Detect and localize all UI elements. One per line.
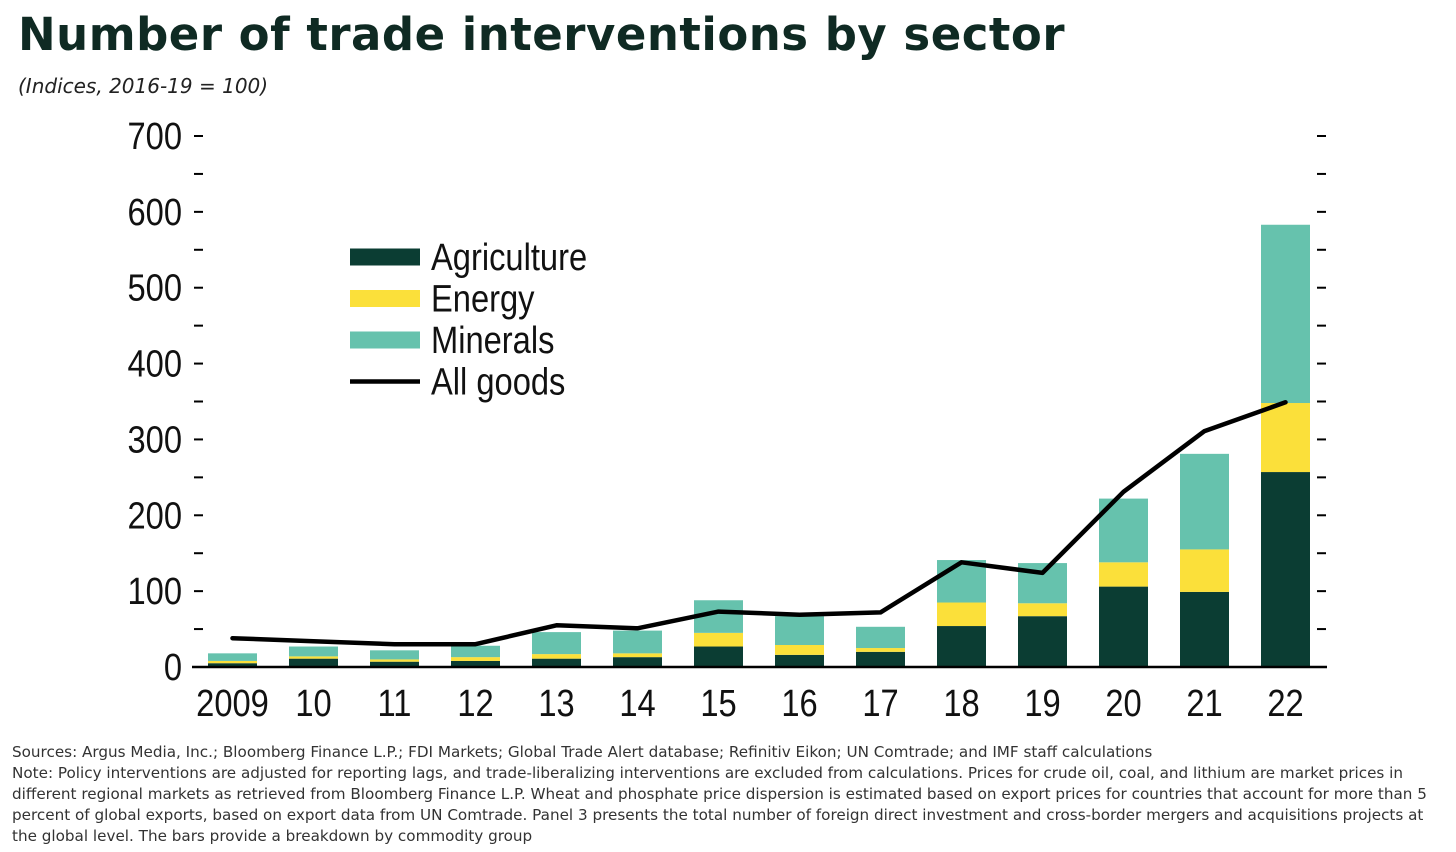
legend-swatch-agriculture <box>350 248 420 266</box>
sources-text: Sources: Argus Media, Inc.; Bloomberg Fi… <box>12 743 1153 761</box>
bar-agriculture <box>208 663 257 667</box>
bar-minerals <box>1261 224 1310 404</box>
y-tick-label: 600 <box>127 191 182 234</box>
legend-label: All goods <box>431 360 565 403</box>
bar-minerals <box>532 632 581 655</box>
bar-energy <box>1261 403 1310 473</box>
bar-energy <box>208 660 257 664</box>
x-tick-label: 22 <box>1267 682 1303 725</box>
bar-agriculture <box>856 651 905 667</box>
bar-energy <box>1180 549 1229 592</box>
x-tick-label: 15 <box>700 682 736 725</box>
legend-label: Agriculture <box>431 236 587 279</box>
x-tick-label: 21 <box>1186 682 1222 725</box>
bar-minerals <box>775 616 824 646</box>
all-goods-line <box>230 400 1288 647</box>
x-tick-label: 16 <box>781 682 817 725</box>
bar-energy <box>370 659 419 662</box>
legend-label: Energy <box>431 277 535 320</box>
bars-group <box>208 224 1310 667</box>
legend-swatch-minerals <box>350 331 420 349</box>
bar-minerals <box>208 653 257 661</box>
bar-minerals <box>370 650 419 660</box>
notes: Sources: Argus Media, Inc.; Bloomberg Fi… <box>12 742 1446 847</box>
x-tick-label: 20 <box>1105 682 1141 725</box>
all-goods-line-group <box>230 400 1288 647</box>
bar-energy <box>289 656 338 659</box>
chart-title: Number of trade interventions by sector <box>18 8 1066 61</box>
x-tick-label: 19 <box>1024 682 1060 725</box>
y-tick-label: 200 <box>127 494 182 537</box>
x-tick-label: 13 <box>538 682 574 725</box>
x-tick-label: 17 <box>862 682 898 725</box>
bar-agriculture <box>1018 616 1067 667</box>
bar-energy <box>1018 603 1067 617</box>
bar-agriculture <box>1261 472 1310 667</box>
x-tick-label: 14 <box>619 682 655 725</box>
y-tick-label: 500 <box>127 266 182 309</box>
x-axis: 2009 10 11 12 13 14 15 16 17 18 19 20 21 22 <box>192 665 1327 725</box>
bar-agriculture <box>775 654 824 667</box>
note-text: Note: Policy interventions are adjusted … <box>12 764 1427 845</box>
x-tick-label: 2009 <box>196 682 269 725</box>
bar-energy <box>451 657 500 661</box>
bar-agriculture <box>289 658 338 667</box>
bar-minerals <box>451 645 500 658</box>
x-tick-label: 18 <box>943 682 979 725</box>
y-tick-label: 700 <box>127 115 182 158</box>
bar-energy <box>775 645 824 655</box>
bar-agriculture <box>694 646 743 667</box>
bar-energy <box>694 632 743 647</box>
bar-agriculture <box>613 657 662 667</box>
bar-agriculture <box>532 658 581 667</box>
bar-agriculture <box>937 626 986 667</box>
y-tick-label: 100 <box>127 570 182 613</box>
bar-minerals <box>937 560 986 603</box>
bar-minerals <box>1180 453 1229 550</box>
bar-agriculture <box>451 660 500 667</box>
chart-subtitle: (Indices, 2016-19 = 100) <box>18 74 269 98</box>
bar-agriculture <box>370 661 419 667</box>
bar-agriculture <box>1180 591 1229 667</box>
bar-minerals <box>613 630 662 654</box>
x-tick-label: 11 <box>378 682 412 725</box>
bar-minerals <box>289 646 338 657</box>
y-axis-right-ticks <box>1317 135 1326 668</box>
bar-agriculture <box>1099 586 1148 667</box>
legend-label: Minerals <box>431 319 554 362</box>
bar-energy <box>856 648 905 652</box>
bar-energy <box>532 654 581 659</box>
y-axis: 0 100 200 300 400 500 600 700 <box>127 115 203 689</box>
legend-swatch-energy <box>350 290 420 307</box>
bar-energy <box>937 602 986 627</box>
bar-energy <box>613 653 662 658</box>
x-tick-label: 12 <box>457 682 493 725</box>
x-tick-label: 10 <box>295 682 331 725</box>
y-tick-label: 0 <box>164 646 182 689</box>
y-tick-label: 300 <box>127 418 182 461</box>
bar-minerals <box>856 626 905 649</box>
stacked-bar-chart: 0 100 200 300 400 500 600 700 2009 10 11 12 13 14 15 1… <box>127 115 1327 725</box>
bar-energy <box>1099 562 1148 587</box>
y-tick-label: 400 <box>127 342 182 385</box>
